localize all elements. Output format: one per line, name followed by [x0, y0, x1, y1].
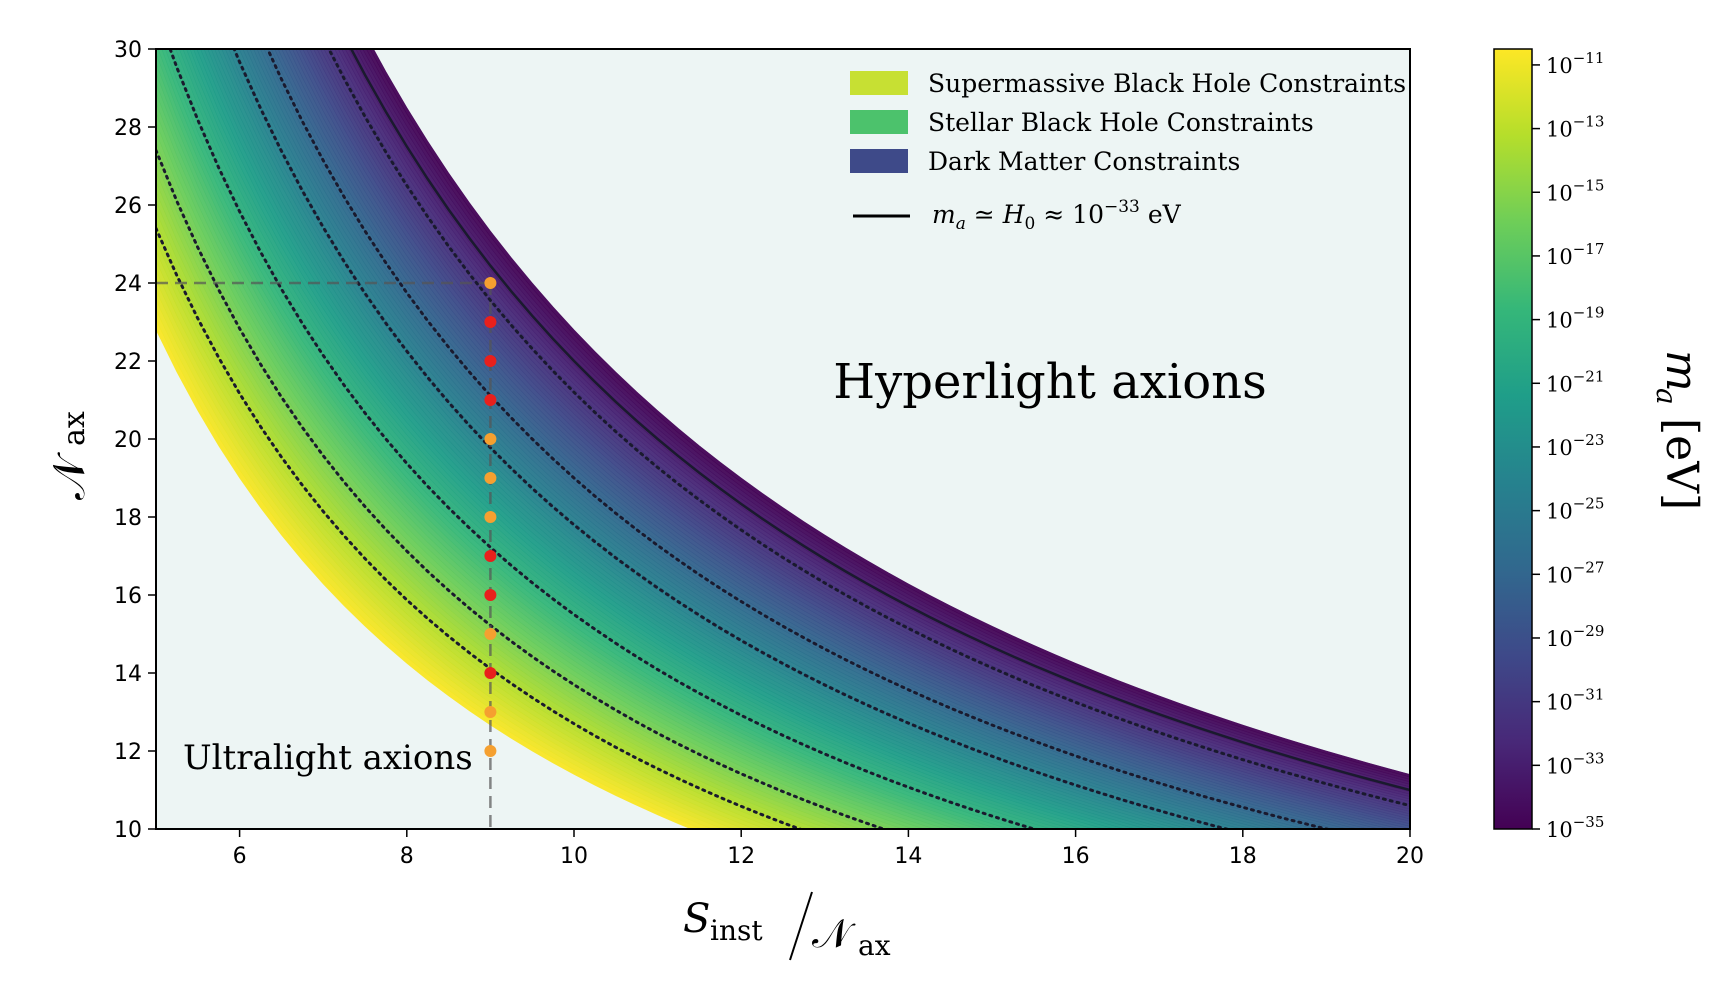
dotted-contour: [232, 49, 1233, 829]
svg-text:𝒩: 𝒩: [44, 452, 95, 500]
colorbar-tick-label: 10−35: [1546, 813, 1604, 842]
legend-swatch-supermassive: [850, 71, 908, 95]
y-tick-label: 14: [114, 662, 142, 687]
x-tick-label: 8: [400, 844, 414, 869]
annotation-hyperlight: Hyperlight axions: [833, 354, 1266, 410]
y-tick-label: 22: [114, 350, 142, 375]
data-point: [484, 667, 497, 679]
y-tick-label: 28: [114, 116, 142, 141]
y-tick-label: 30: [114, 38, 142, 63]
colorbar-tick-label: 10−21: [1546, 367, 1604, 396]
x-axis-ticks: 6 8 10 12 14 16 18 20: [233, 829, 1424, 869]
y-tick-label: 12: [114, 740, 142, 765]
y-tick-label: 16: [114, 584, 142, 609]
colorbar-tick-label: 10−25: [1546, 495, 1604, 524]
colorbar-tick-label: 10−23: [1546, 431, 1604, 460]
colorbar-title: m a [eV]: [1650, 350, 1707, 510]
colorbar-tick-label: 10−13: [1546, 113, 1604, 142]
x-tick-label: 12: [727, 844, 755, 869]
x-tick-label: 20: [1396, 844, 1424, 869]
svg-text:ax: ax: [858, 929, 891, 962]
annotation-ultralight: Ultralight axions: [183, 738, 473, 778]
y-tick-label: 18: [114, 506, 142, 531]
data-point: [484, 433, 497, 445]
svg-text:ax: ax: [57, 411, 92, 446]
colorbar: [1493, 48, 1533, 830]
svg-text:m: m: [1656, 350, 1707, 392]
data-points: [484, 277, 497, 757]
y-tick-label: 10: [114, 818, 142, 843]
svg-text:a: a: [1650, 388, 1683, 405]
dotted-contour: [168, 49, 1040, 829]
data-point: [484, 472, 497, 484]
colorbar-tick-label: 10−17: [1546, 240, 1604, 269]
colorbar-tick-label: 10−31: [1546, 686, 1604, 715]
x-tick-label: 10: [560, 844, 588, 869]
data-point: [484, 706, 497, 718]
data-point: [484, 316, 497, 328]
data-point: [484, 277, 497, 289]
contour-lines: [156, 49, 1410, 829]
dotted-contour: [156, 148, 889, 829]
colorbar-tick-label: 10−15: [1546, 176, 1604, 205]
legend-label-hubble: ma ≃ H0 ≈ 10−33 eV: [932, 197, 1182, 234]
colorbar-tick-label: 10−11: [1546, 49, 1604, 78]
legend: Supermassive Black Hole Constraints Stel…: [850, 69, 1406, 234]
x-tick-label: 16: [1062, 844, 1090, 869]
y-axis-ticks: 10 12 14 16 18 20 22 24 26 28 30: [114, 38, 156, 843]
hubble-contour: [349, 49, 1410, 792]
x-tick-label: 14: [894, 844, 922, 869]
svg-text:𝒩: 𝒩: [812, 911, 856, 957]
data-point: [484, 628, 497, 640]
svg-text:[eV]: [eV]: [1656, 418, 1707, 510]
legend-label-supermassive: Supermassive Black Hole Constraints: [928, 69, 1406, 98]
y-axis-title: 𝒩 ax: [44, 411, 95, 500]
svg-text:inst: inst: [710, 914, 763, 947]
dotted-contour: [156, 226, 805, 829]
colorbar-tick-label: 10−19: [1546, 304, 1604, 333]
data-point: [484, 745, 497, 757]
legend-label-stellar: Stellar Black Hole Constraints: [928, 108, 1314, 137]
colorbar-tick-label: 10−33: [1546, 749, 1604, 778]
data-point: [484, 355, 497, 367]
x-axis-title: S inst 𝒩 ax: [683, 891, 891, 962]
data-point: [484, 394, 497, 406]
colorbar-ticks: 10−11 10−13 10−15 10−17 10−19 10−21 10−23 10−25…: [1532, 49, 1604, 842]
legend-swatch-stellar: [850, 110, 908, 134]
dotted-contour: [327, 49, 1410, 808]
legend-swatch-dark-matter: [850, 149, 908, 173]
mass-band: [156, 49, 1410, 829]
band-strip: [369, 49, 1410, 778]
colorbar-tick-label: 10−29: [1546, 622, 1604, 651]
y-tick-label: 24: [114, 272, 142, 297]
data-point: [484, 550, 497, 562]
colorbar-tick-label: 10−27: [1546, 558, 1604, 587]
svg-text:S: S: [683, 896, 710, 942]
y-tick-label: 20: [114, 428, 142, 453]
x-tick-label: 6: [233, 844, 247, 869]
data-point: [484, 511, 497, 523]
dotted-contour: [265, 49, 1333, 829]
y-tick-label: 26: [114, 194, 142, 219]
x-tick-label: 18: [1229, 844, 1257, 869]
legend-label-dark-matter: Dark Matter Constraints: [928, 147, 1240, 176]
data-point: [484, 589, 497, 601]
